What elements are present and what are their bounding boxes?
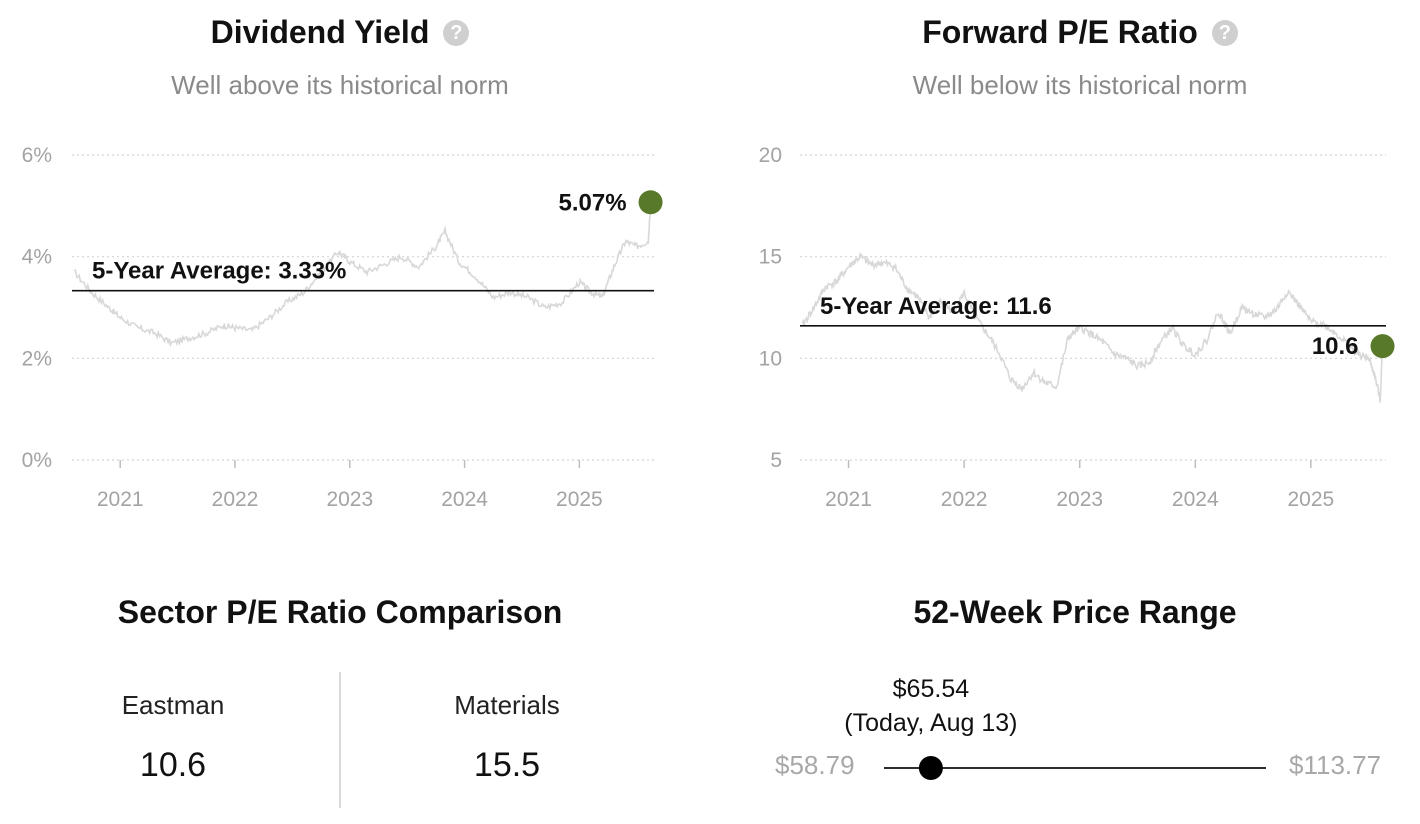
price-range-title: 52-Week Price Range: [913, 594, 1237, 630]
today-note: (Today, Aug 13): [844, 709, 1018, 737]
dividend-yield-subtitle: Well above its historical norm: [171, 70, 509, 100]
y-tick-label: 15: [759, 246, 782, 269]
sector-value-materials: 15.5: [473, 746, 541, 784]
x-tick-label: 2025: [1288, 488, 1335, 511]
current-value-label: 5.07%: [558, 189, 626, 216]
average-label: 5-Year Average: 11.6: [820, 293, 1052, 320]
series-line: [73, 201, 652, 348]
sector-comparison-title: Sector P/E Ratio Comparison: [117, 594, 563, 630]
price-range-high: $113.77: [1289, 750, 1382, 780]
y-tick-label: 4%: [22, 246, 52, 269]
dividend-yield-panel: Dividend Yield? Well above its historica…: [40, 0, 640, 540]
y-tick-label: 5: [770, 449, 782, 472]
y-tick-label: 20: [759, 144, 782, 167]
forward-pe-title-text: Forward P/E Ratio: [922, 14, 1198, 50]
dividend-yield-title: Dividend Yield?: [40, 14, 640, 51]
sector-value-eastman: 10.6: [139, 746, 207, 784]
price-range-track: [884, 756, 1266, 780]
x-tick-label: 2023: [326, 488, 373, 511]
today-price: $65.54: [892, 675, 970, 703]
current-value-label: 10.6: [1312, 333, 1359, 360]
forward-pe-subtitle: Well below its historical norm: [912, 70, 1248, 100]
x-tick-label: 2024: [441, 488, 488, 511]
average-label: 5-Year Average: 3.33%: [92, 258, 346, 285]
current-value-marker[interactable]: [638, 190, 663, 215]
x-tick-label: 2024: [1172, 488, 1219, 511]
x-tick-label: 2022: [941, 488, 988, 511]
dividend-yield-title-text: Dividend Yield: [210, 14, 430, 50]
y-tick-label: 6%: [22, 144, 52, 167]
sector-name-eastman: Eastman: [121, 690, 225, 720]
x-tick-label: 2021: [97, 488, 144, 511]
y-tick-label: 0%: [22, 449, 52, 472]
forward-pe-chart: 5 10 15 20 2021 2022 2023 2024 2025 5-Year Averag…: [759, 144, 1395, 511]
forward-pe-title: Forward P/E Ratio?: [780, 14, 1380, 51]
x-tick-label: 2025: [556, 488, 603, 511]
price-range-low: $58.79: [775, 750, 855, 780]
today-price-marker[interactable]: [918, 756, 943, 780]
x-tick-label: 2023: [1056, 488, 1103, 511]
sector-name-materials: Materials: [454, 690, 560, 720]
x-tick-label: 2021: [825, 488, 872, 511]
dividend-yield-chart: 0% 2% 4% 6% 2021 2022 2023 2024 2025 5-Year Avera…: [22, 144, 663, 511]
series-line: [801, 251, 1384, 403]
sector-divider: [339, 672, 341, 808]
current-value-marker[interactable]: [1370, 334, 1395, 359]
forward-pe-panel: Forward P/E Ratio? Well below its histor…: [780, 0, 1380, 540]
x-tick-label: 2022: [212, 488, 259, 511]
question-circle-icon[interactable]: ?: [1211, 20, 1238, 46]
y-tick-label: 10: [759, 347, 782, 370]
question-circle-icon[interactable]: ?: [443, 20, 470, 46]
y-tick-label: 2%: [22, 347, 52, 370]
price-range-today-label: $65.54 (Today, Aug 13): [801, 672, 1061, 740]
